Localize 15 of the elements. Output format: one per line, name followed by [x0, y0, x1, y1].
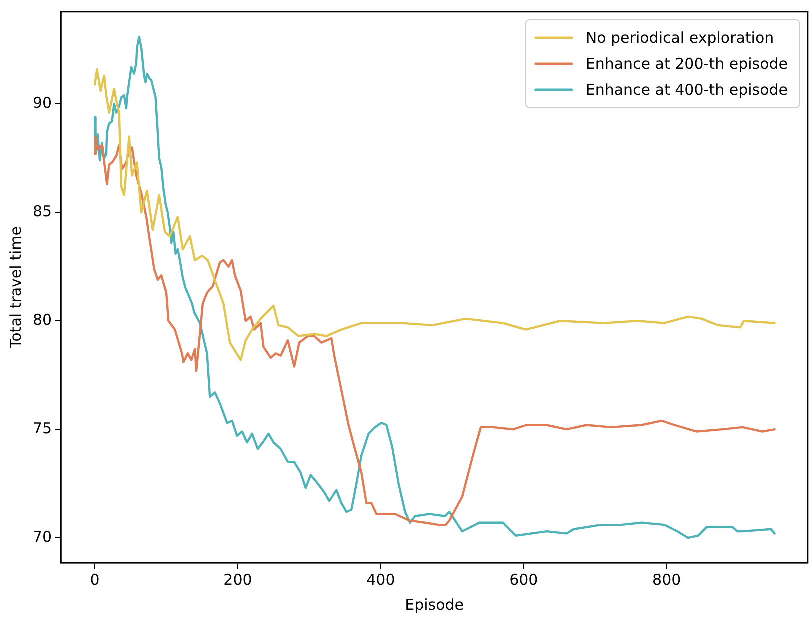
x-tick-label: 600 [510, 570, 538, 589]
y-tick-label: 90 [32, 94, 52, 112]
legend-label: No periodical exploration [586, 28, 774, 47]
x-tick-label: 800 [652, 570, 682, 589]
y-tick-label: 85 [32, 202, 52, 221]
x-tick-label: 0 [90, 570, 100, 589]
x-axis-title: Episode [405, 596, 464, 614]
x-tick-label: 400 [366, 570, 396, 589]
legend-label: Enhance at 400-th episode [586, 80, 788, 99]
y-axis-title: Total travel time [6, 226, 25, 350]
y-tick-label: 75 [32, 419, 52, 438]
x-tick-label: 200 [224, 570, 252, 589]
y-tick-label: 70 [32, 528, 52, 546]
y-tick-label: 80 [32, 311, 52, 330]
legend-label: Enhance at 200-th episode [586, 54, 788, 73]
